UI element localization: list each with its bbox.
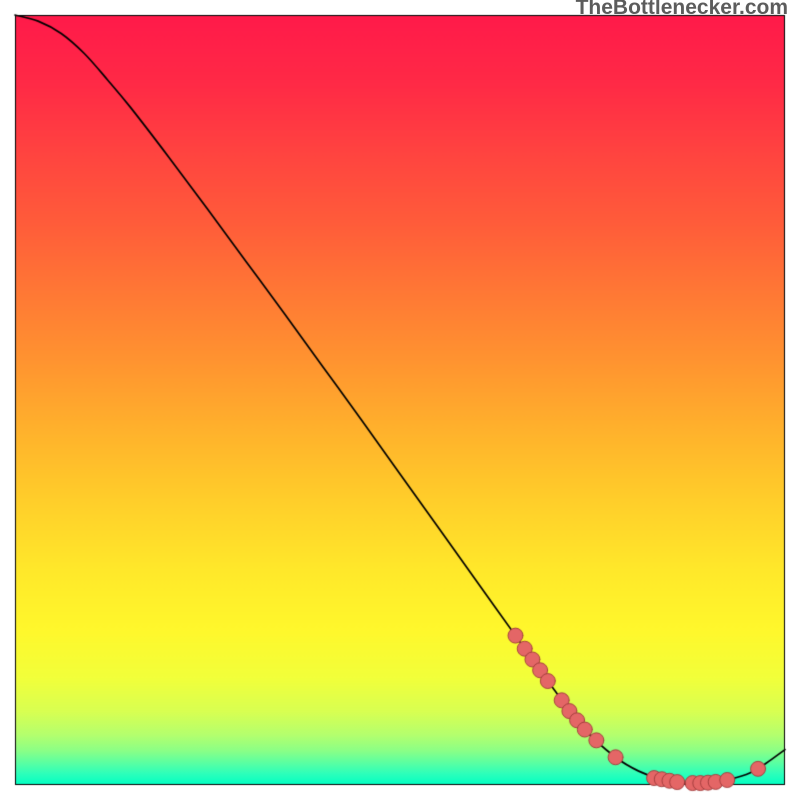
chart-stage: TheBottlenecker.com <box>0 0 800 800</box>
watermark-text: TheBottlenecker.com <box>576 0 788 20</box>
bottleneck-curve-chart <box>0 0 800 800</box>
